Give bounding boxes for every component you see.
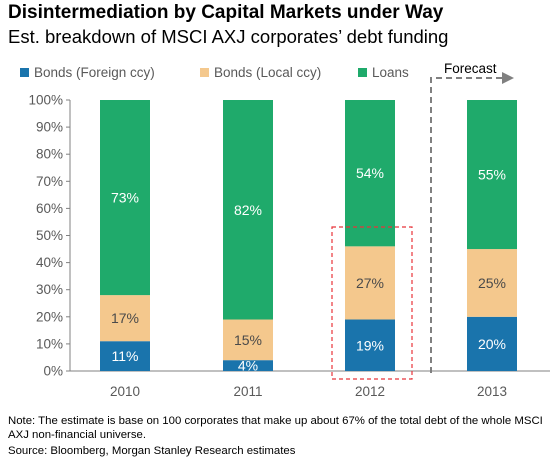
y-tick-label: 100% <box>28 93 63 108</box>
data-label: 54% <box>356 165 384 181</box>
legend-swatch <box>20 68 29 77</box>
data-label: 82% <box>234 202 262 218</box>
y-tick-label: 60% <box>36 201 63 216</box>
bar-segment <box>345 319 395 371</box>
y-axis: 0% 10% 20% 30% 40% 50% 60% 70% 80% 90% 100% <box>28 93 71 379</box>
data-label: 27% <box>356 275 384 291</box>
data-label: 25% <box>478 275 506 291</box>
x-tick-label: 2011 <box>233 384 262 399</box>
source-note: Source: Bloomberg, Morgan Stanley Resear… <box>8 445 296 457</box>
bars: 11% 17% 73% 4% 15% 82% 19% 27% 54% 20% 25% 55% <box>100 100 517 374</box>
data-label: 19% <box>356 337 384 353</box>
data-label: 4% <box>238 358 258 374</box>
bar-segment <box>223 100 273 320</box>
bar-segment <box>467 316 517 371</box>
footnote: Note: The estimate is base on 100 corpor… <box>8 415 543 441</box>
bar-segment <box>223 360 273 371</box>
x-tick-label: 2012 <box>355 384 385 399</box>
data-label: 15% <box>234 332 262 348</box>
chart-subtitle: Est. breakdown of MSCI AXJ corporates’ d… <box>8 26 449 47</box>
y-tick-label: 10% <box>36 336 63 351</box>
y-tick-label: 0% <box>43 364 63 379</box>
forecast-arrowhead <box>502 72 514 84</box>
chart-title: Disintermediation by Capital Markets und… <box>8 2 444 23</box>
data-label: 17% <box>111 310 139 326</box>
data-label: 55% <box>478 167 506 183</box>
legend-swatch <box>200 68 209 77</box>
legend-label: Loans <box>372 65 409 80</box>
data-label: 20% <box>478 336 506 352</box>
data-label: 73% <box>111 190 139 206</box>
y-tick-label: 90% <box>36 120 63 135</box>
y-tick-label: 30% <box>36 282 63 297</box>
x-tick-label: 2013 <box>477 384 507 399</box>
stacked-bar-chart: Bonds (Foreign ccy) Bonds (Local ccy) Loan… <box>20 61 550 399</box>
y-tick-label: 20% <box>36 309 63 324</box>
legend-swatch <box>358 68 367 77</box>
x-axis: 2010 2011 2012 2013 <box>70 370 550 399</box>
bar-segment <box>467 100 517 250</box>
y-tick-label: 70% <box>36 174 63 189</box>
annotations: Forecast <box>331 61 514 380</box>
bar-segment <box>223 319 273 361</box>
legend: Bonds (Foreign ccy) Bonds (Local ccy) Loan… <box>20 65 409 80</box>
bar-segment <box>467 249 517 317</box>
bar-segment <box>345 100 395 247</box>
x-tick-label: 2010 <box>110 384 140 399</box>
data-label: 11% <box>112 348 139 364</box>
highlight-box <box>331 226 413 380</box>
y-tick-label: 50% <box>36 228 63 243</box>
y-tick-label: 80% <box>36 147 63 162</box>
legend-label: Bonds (Foreign ccy) <box>34 65 155 80</box>
bar-segment <box>100 341 150 371</box>
bar-segment <box>100 100 150 296</box>
legend-label: Bonds (Local ccy) <box>214 65 321 80</box>
bar-segment <box>345 246 395 320</box>
forecast-label: Forecast <box>444 61 497 76</box>
y-tick-label: 40% <box>36 255 63 270</box>
forecast-divider <box>430 77 502 373</box>
bar-segment <box>100 295 150 342</box>
